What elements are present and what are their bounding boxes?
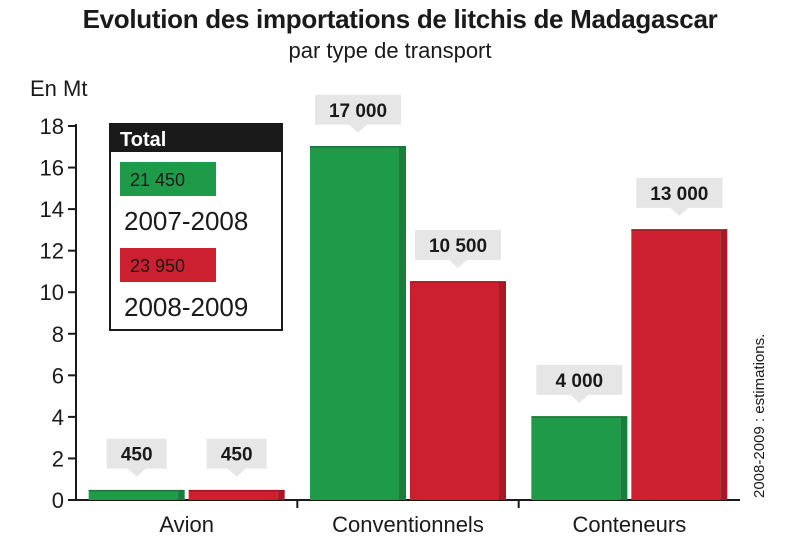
data-label-text: 17 000 <box>329 101 387 122</box>
bar-face <box>310 146 399 500</box>
y-tick-label: 18 <box>40 114 64 139</box>
data-label: 4 000 <box>536 364 623 403</box>
bar-side <box>277 490 285 500</box>
data-label-text: 450 <box>121 445 153 466</box>
bar-side <box>720 229 728 500</box>
bar-face <box>188 490 278 500</box>
chart-legend: Total 21 450 2007-2008 23 950 2008-2009 <box>109 123 283 331</box>
x-category-label: Avion <box>159 512 214 537</box>
y-tick-label: 10 <box>40 280 64 305</box>
x-category-label: Conteneurs <box>572 512 686 537</box>
data-label: 450 <box>106 438 167 477</box>
y-tick-label: 6 <box>52 363 64 388</box>
chart-note: 2008-2009 : estimations. <box>751 334 768 498</box>
legend-box <box>109 123 283 331</box>
data-label-callout <box>415 229 501 268</box>
legend-entry: 21 450 2007-2008 <box>120 162 248 236</box>
y-axis-unit-label: En Mt <box>30 76 88 101</box>
data-label: 10 500 <box>415 229 501 268</box>
data-label-text: 13 000 <box>650 184 708 205</box>
chart-title: Evolution des importations de litchis de… <box>82 4 718 34</box>
legend-header-text: Total <box>120 129 166 151</box>
bar-face <box>531 416 621 500</box>
data-label-text: 10 500 <box>429 236 487 257</box>
chart-bars <box>88 146 728 500</box>
chart-subtitle: par type de transport <box>288 38 492 63</box>
bar <box>188 489 285 500</box>
bar-face <box>88 490 178 500</box>
estimation-note: 2008-2009 : estimations. <box>751 334 768 498</box>
chart-axes: 0 2 4 6 8 10 12 14 16 18 Avion Conventionnels Conten… <box>40 114 740 537</box>
bar-side <box>177 490 185 500</box>
data-label-callout <box>206 438 267 477</box>
bar <box>310 146 406 500</box>
y-tick-label: 2 <box>52 446 64 471</box>
data-label: 13 000 <box>636 177 723 216</box>
bar-side <box>499 281 506 500</box>
y-tick-label: 16 <box>40 156 64 181</box>
legend-series-label: 2008-2009 <box>124 292 248 322</box>
y-tick-label: 8 <box>52 322 64 347</box>
legend-total-value: 23 950 <box>130 256 185 276</box>
chart-data-labels: 450 450 17 000 10 500 4 000 13 000 <box>106 94 723 477</box>
bar-face <box>410 281 499 500</box>
bar-side <box>399 146 406 500</box>
bar <box>410 281 506 500</box>
legend-swatch <box>120 162 216 196</box>
data-label-callout <box>636 177 723 216</box>
data-label-callout <box>315 94 401 133</box>
x-category-label: Conventionnels <box>332 512 484 537</box>
legend-series-label: 2007-2008 <box>124 206 248 236</box>
bar <box>88 489 185 500</box>
y-tick-label: 12 <box>40 239 64 264</box>
bar <box>631 229 728 500</box>
legend-entry: 23 950 2008-2009 <box>120 248 248 322</box>
y-tick-label: 4 <box>52 405 64 430</box>
legend-header-bar <box>110 124 282 152</box>
bar <box>531 416 628 500</box>
y-tick-label: 0 <box>52 488 64 513</box>
y-tick-label: 14 <box>40 197 64 222</box>
data-label-text: 4 000 <box>556 371 604 392</box>
data-label-text: 450 <box>221 445 253 466</box>
data-label-callout <box>106 438 167 477</box>
legend-swatch <box>120 248 216 282</box>
data-label-callout <box>536 364 623 403</box>
legend-total-value: 21 450 <box>130 170 185 190</box>
bar-face <box>631 229 721 500</box>
data-label: 17 000 <box>315 94 401 133</box>
data-label: 450 <box>206 438 267 477</box>
bar-side <box>620 416 628 500</box>
